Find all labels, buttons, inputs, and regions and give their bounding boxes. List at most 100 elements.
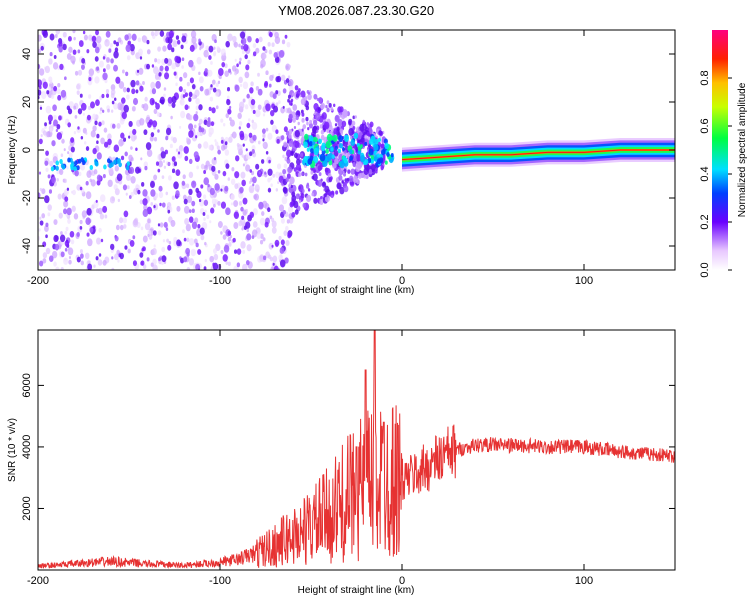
heatmap-cell	[183, 256, 188, 263]
heatmap-cell	[214, 139, 217, 143]
heatmap-cell	[165, 227, 169, 231]
heatmap-cell	[71, 205, 76, 212]
heatmap-cell	[58, 212, 63, 219]
heatmap-cell	[144, 165, 148, 171]
heatmap-cell	[63, 178, 67, 184]
heatmap-cell	[308, 122, 313, 129]
heatmap-cell	[239, 186, 244, 194]
heatmap-cell	[59, 63, 64, 70]
heatmap-cell	[78, 40, 84, 47]
heatmap-cell	[366, 131, 371, 137]
heatmap-marks	[38, 30, 675, 270]
heatmap-cell	[240, 217, 246, 226]
heatmap-cell	[313, 93, 318, 100]
heatmap-cell	[292, 104, 298, 111]
heatmap-cell	[252, 183, 255, 187]
heatmap-cell	[135, 89, 139, 94]
heatmap-cell	[287, 206, 294, 214]
heatmap-cell	[123, 104, 129, 113]
heatmap-cell	[62, 43, 67, 51]
heatmap-cell	[129, 43, 135, 52]
heatmap-cell	[234, 71, 238, 76]
heatmap-cell	[61, 138, 65, 144]
heatmap-cell	[229, 105, 232, 110]
heatmap-cell	[246, 244, 252, 252]
heatmap-cell	[122, 87, 127, 93]
heatmap-cell	[115, 76, 121, 84]
heatmap-cell	[143, 204, 148, 211]
heatmap-cell	[83, 34, 88, 41]
heatmap-cell	[273, 105, 279, 113]
heatmap-cell	[300, 98, 306, 106]
heatmap-cell	[292, 117, 296, 123]
heatmap-cell	[143, 129, 148, 136]
heatmap-cell	[252, 176, 257, 184]
heatmap-cell	[88, 34, 93, 41]
heatmap-cell	[246, 228, 250, 233]
heatmap-cell	[95, 199, 98, 203]
heatmap-cell	[106, 57, 110, 62]
heatmap-cell	[183, 198, 188, 205]
heatmap-cell	[182, 174, 186, 180]
heatmap-cell	[50, 94, 55, 100]
heatmap-cell	[233, 221, 239, 230]
heatmap-cell	[188, 123, 194, 131]
x-tick-label: -200	[27, 275, 49, 287]
heatmap-cell	[220, 201, 227, 209]
heatmap-cell	[190, 30, 197, 39]
heatmap-cell	[348, 120, 352, 126]
heatmap-cell	[142, 264, 147, 270]
heatmap-cell	[224, 185, 229, 192]
heatmap-cell	[125, 94, 130, 100]
heatmap-cell	[80, 135, 84, 140]
heatmap-cell	[173, 71, 177, 76]
heatmap-cell	[241, 154, 244, 158]
heatmap-cell	[198, 38, 201, 43]
heatmap-cell	[167, 209, 171, 214]
heatmap-cell	[117, 259, 120, 263]
heatmap-cell	[56, 178, 59, 182]
heatmap-cell	[125, 71, 129, 77]
y-tick-label: -40	[21, 238, 33, 254]
heatmap-cell	[318, 138, 322, 145]
heatmap-cell	[51, 140, 56, 147]
heatmap-cell	[98, 253, 102, 257]
heatmap-cell	[87, 263, 93, 270]
heatmap-cell	[45, 222, 49, 228]
heatmap-cell	[222, 123, 226, 127]
heatmap-cell	[182, 94, 186, 99]
heatmap-cell	[298, 199, 302, 204]
heatmap-cell	[265, 70, 269, 76]
heatmap-cell	[311, 175, 315, 180]
heatmap-cell	[102, 72, 108, 81]
heatmap-cell	[215, 82, 219, 88]
heatmap-cell	[220, 250, 224, 255]
heatmap-cell	[257, 140, 261, 145]
heatmap-cell	[156, 112, 161, 117]
heatmap-cell	[221, 54, 227, 62]
heatmap-cell	[342, 146, 345, 152]
heatmap-cell	[150, 81, 156, 89]
heatmap-cell	[301, 189, 305, 193]
heatmap-cell	[301, 112, 305, 117]
heatmap-cell	[362, 119, 365, 124]
heatmap-cell	[163, 221, 168, 228]
heatmap-cell	[105, 39, 108, 43]
heatmap-cell	[154, 58, 158, 63]
heatmap-cell	[52, 104, 57, 112]
heatmap-cell	[152, 230, 157, 236]
heatmap-cell	[244, 54, 248, 60]
heatmap-cell	[195, 135, 198, 139]
heatmap-cell	[118, 162, 122, 168]
heatmap-cell	[175, 35, 180, 40]
heatmap-cell	[47, 114, 53, 122]
heatmap-cell	[240, 206, 244, 212]
heatmap-cell	[39, 68, 45, 76]
heatmap-cell	[263, 82, 268, 88]
x-tick-label: 100	[575, 575, 593, 587]
heatmap-cell	[256, 232, 262, 239]
heatmap-cell	[59, 234, 66, 243]
heatmap-cell	[88, 68, 95, 77]
heatmap-cell	[315, 112, 321, 121]
heatmap-cell	[95, 208, 100, 214]
